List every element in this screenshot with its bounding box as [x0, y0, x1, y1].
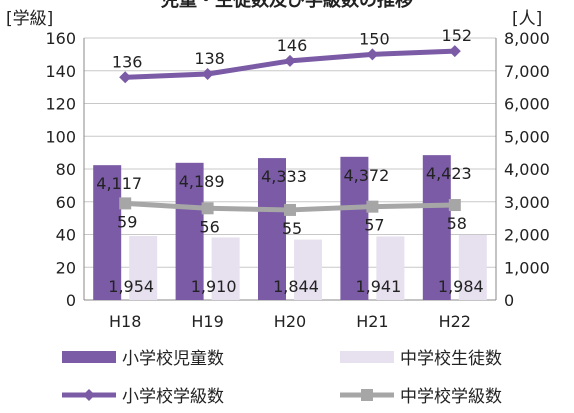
- bar-data-label: 1,844: [273, 277, 319, 296]
- line-data-label: 136: [112, 52, 143, 71]
- line-marker: [119, 71, 132, 84]
- line-data-label: 56: [199, 217, 219, 236]
- bar-data-label: 4,423: [426, 164, 472, 183]
- bars: [93, 155, 487, 300]
- bar-data-label: 4,372: [343, 166, 389, 185]
- line-marker: [366, 48, 379, 61]
- line-marker: [284, 54, 296, 67]
- bar: [422, 155, 451, 300]
- bar: [175, 162, 204, 300]
- bar-data-label: 1,984: [438, 277, 484, 296]
- line-data-label: 55: [282, 219, 302, 238]
- bar: [93, 165, 122, 300]
- line-data-label: 150: [359, 29, 390, 48]
- x-tick-label: H20: [274, 312, 306, 331]
- line-data-label: 152: [442, 26, 473, 45]
- bar-data-label: 1,941: [355, 277, 401, 296]
- bar: [258, 158, 286, 300]
- line-data-label: 57: [364, 216, 384, 235]
- left-tick-label: 160: [45, 29, 76, 48]
- x-tick-label: H18: [109, 312, 141, 331]
- x-tick-label: H22: [439, 312, 471, 331]
- right-tick-label: 1,000: [504, 258, 550, 277]
- left-tick-label: 80: [56, 160, 76, 179]
- bar-data-label: 4,189: [179, 172, 225, 191]
- line-data-label: 58: [447, 214, 467, 233]
- line-data-label: 146: [277, 36, 308, 55]
- bar-data-label: 4,333: [261, 167, 307, 186]
- left-tick-label: 120: [45, 95, 76, 114]
- legend-label: 中学校生徒数: [400, 349, 502, 369]
- right-tick-label: 8,000: [504, 29, 550, 48]
- bar: [211, 237, 240, 300]
- line-marker: [448, 199, 461, 212]
- bar: [129, 236, 158, 300]
- left-tick-label: 20: [56, 258, 76, 277]
- axes: 0 20 40 60 80 100 120 140 160 0 1,000 2,000 3,000 4,0…: [45, 29, 549, 331]
- line-marker: [448, 45, 461, 58]
- legend-swatch: [340, 351, 394, 363]
- legend-marker: [361, 389, 373, 401]
- right-tick-label: 3,000: [504, 193, 550, 212]
- right-axis-unit: [人]: [512, 9, 542, 29]
- left-axis-unit: [学級]: [6, 9, 53, 29]
- gridlines: [84, 37, 496, 268]
- line-marker: [284, 203, 296, 216]
- line-marker: [119, 197, 132, 210]
- right-tick-label: 7,000: [504, 62, 550, 81]
- line-data-label: 59: [117, 212, 137, 231]
- lines: [119, 45, 461, 216]
- x-tick-label: H21: [356, 312, 388, 331]
- legend-marker: [83, 389, 95, 401]
- right-tick-label: 4,000: [504, 160, 550, 179]
- right-tick-label: 2,000: [504, 226, 550, 245]
- bar: [294, 239, 322, 300]
- x-tick-label: H19: [191, 312, 223, 331]
- legend-label: 小学校児童数: [122, 349, 224, 369]
- left-tick-label: 100: [45, 127, 76, 146]
- left-tick-label: 140: [45, 62, 76, 81]
- left-tick-label: 0: [66, 291, 76, 310]
- left-tick-label: 60: [56, 193, 76, 212]
- data-labels: 4,117 4,189 4,333 4,372 4,423 1,954 1,910 1,844…: [96, 26, 483, 296]
- legend-label: 中学校学級数: [400, 387, 502, 407]
- line-data-label: 138: [194, 49, 225, 68]
- chart-title: 児童・生徒数及び学級数の推移: [160, 0, 413, 11]
- bar-data-label: 1,954: [108, 277, 154, 296]
- right-tick-label: 6,000: [504, 95, 550, 114]
- bar-data-label: 1,910: [191, 277, 237, 296]
- bar: [458, 235, 487, 300]
- legend-swatch: [62, 351, 116, 363]
- bar-data-label: 4,117: [96, 174, 142, 193]
- left-tick-label: 40: [56, 226, 76, 245]
- right-tick-label: 0: [504, 291, 514, 310]
- legend-label: 小学校学級数: [122, 387, 224, 407]
- bar: [376, 236, 405, 300]
- line-marker: [366, 200, 379, 213]
- line-marker: [201, 68, 214, 81]
- right-tick-label: 5,000: [504, 127, 550, 146]
- bar: [340, 156, 369, 300]
- line-marker: [201, 202, 214, 215]
